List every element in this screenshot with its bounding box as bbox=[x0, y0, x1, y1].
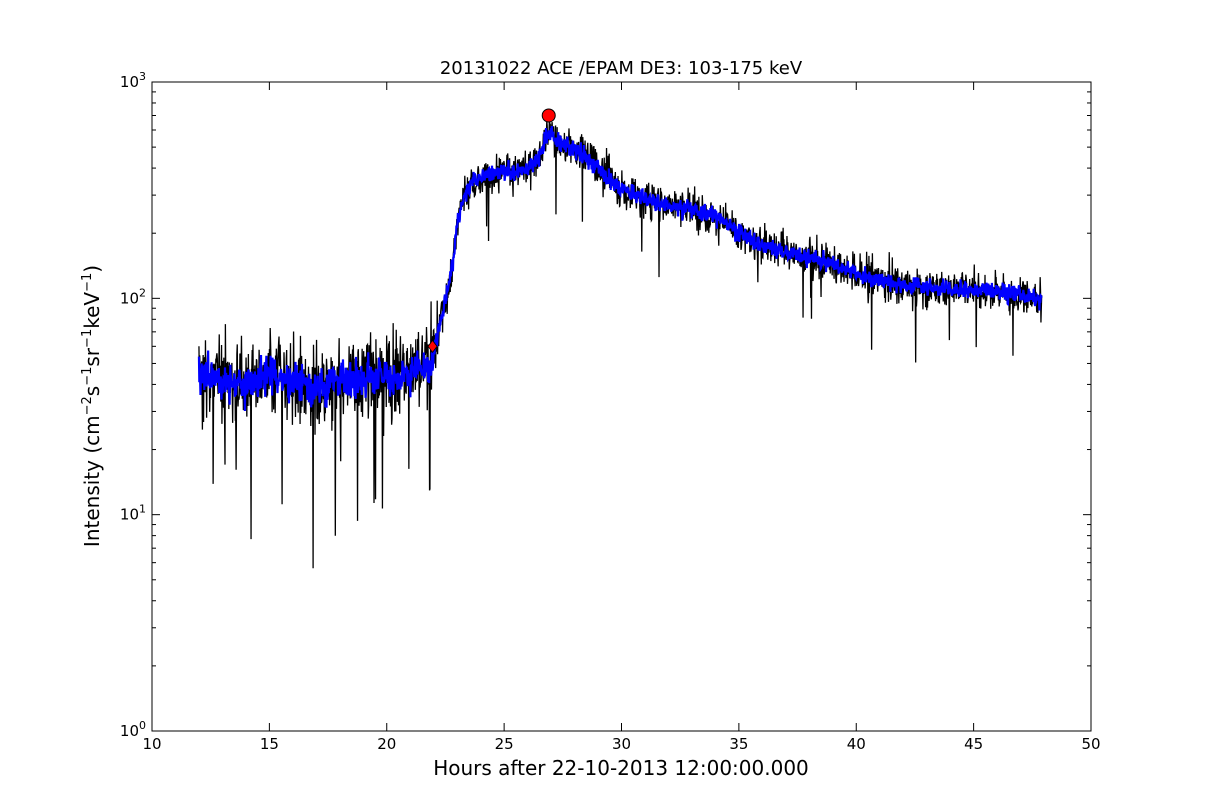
chart-title: 20131022 ACE /EPAM DE3: 103-175 keV bbox=[440, 58, 803, 79]
x-tick-label: 30 bbox=[612, 735, 631, 753]
x-tick-label: 45 bbox=[964, 735, 983, 753]
series-smoothed-intensity-line bbox=[197, 125, 1043, 412]
x-tick-label: 15 bbox=[260, 735, 279, 753]
x-tick-label: 20 bbox=[377, 735, 396, 753]
y-tick-label: 102 bbox=[120, 286, 146, 307]
peak-marker bbox=[541, 108, 556, 123]
x-tick-label: 40 bbox=[847, 735, 866, 753]
x-tick-label: 35 bbox=[729, 735, 748, 753]
axes: 10 15 20 25 30 35 40 45 50 100 101 102 103 bbox=[120, 70, 1101, 753]
x-tick-label: 10 bbox=[142, 735, 161, 753]
x-axis-label: Hours after 22-10-2013 12:00:00.000 bbox=[433, 756, 809, 780]
series-raw-intensity-line bbox=[198, 113, 1043, 569]
y-tick-label: 101 bbox=[120, 503, 146, 524]
y-axis-label: Intensity (cm−2s−1sr−1keV−1) bbox=[80, 265, 104, 547]
x-tick-label: 25 bbox=[495, 735, 514, 753]
y-tick-label: 103 bbox=[120, 70, 146, 91]
x-tick-label: 50 bbox=[1081, 735, 1100, 753]
onset-marker bbox=[427, 339, 438, 353]
y-tick-label: 100 bbox=[120, 719, 146, 740]
